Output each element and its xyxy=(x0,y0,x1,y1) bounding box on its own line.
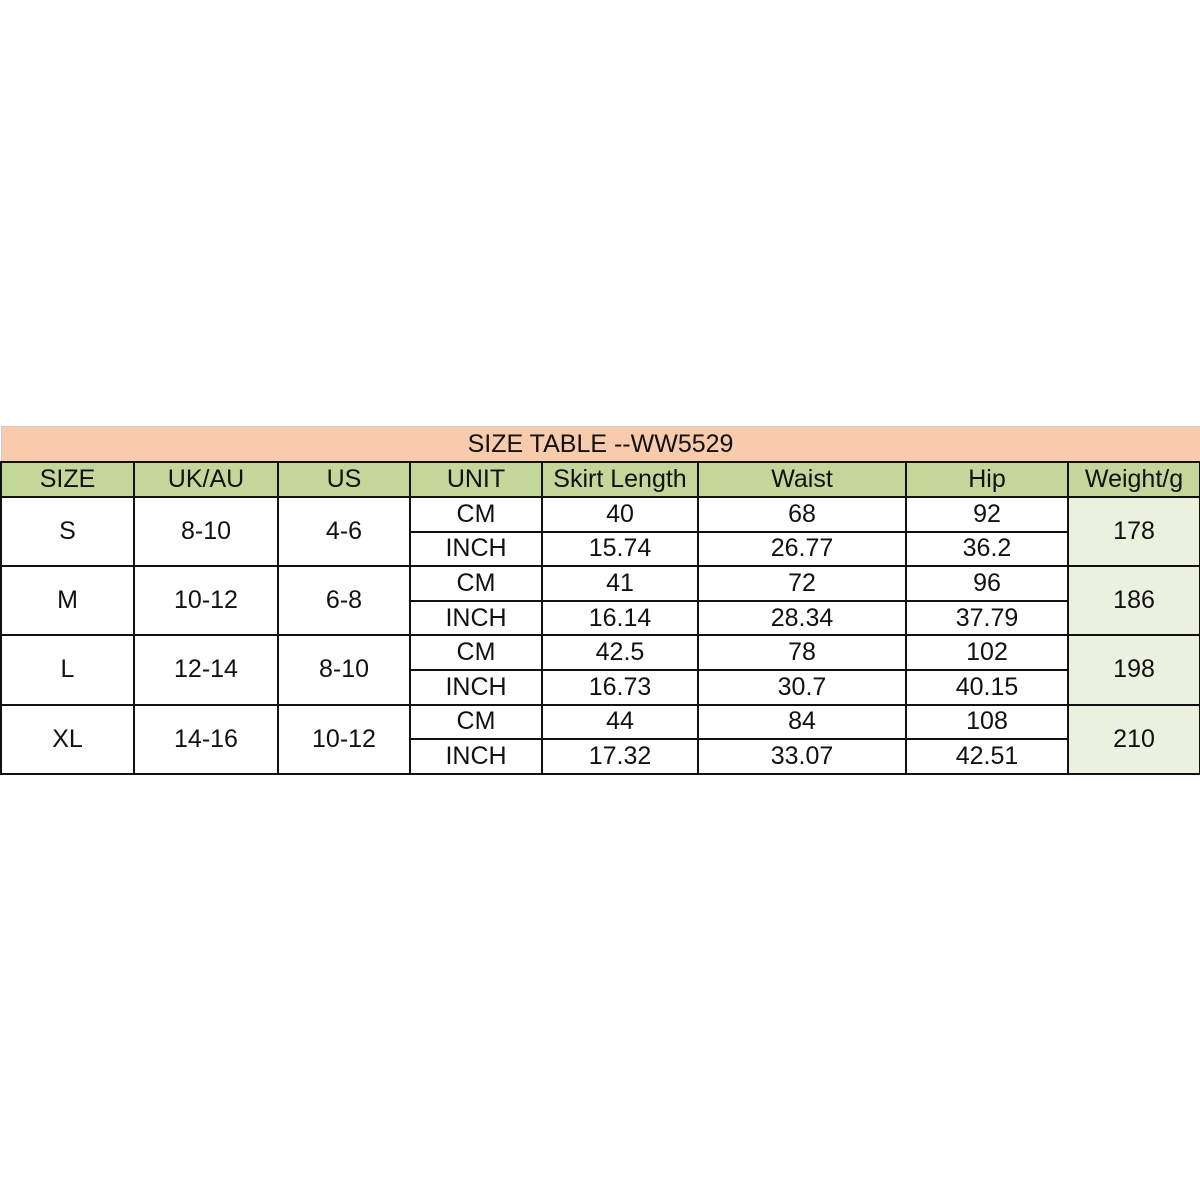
size-cell: XL xyxy=(0,703,135,775)
table-row: INCH 15.74 26.77 36.2 xyxy=(1,530,1200,568)
waist-cell: 72 xyxy=(697,565,907,602)
unit-cell: INCH xyxy=(409,738,543,775)
title-row: SIZE TABLE --WW5529 xyxy=(0,426,1200,463)
unit-cell: CM xyxy=(409,565,543,602)
hip-cell: 102 xyxy=(905,634,1069,671)
uk-au-cell: 8-10 xyxy=(133,495,279,568)
table-title: SIZE TABLE --WW5529 xyxy=(0,426,1200,463)
hip-cell: 37.79 xyxy=(905,599,1069,637)
unit-cell: INCH xyxy=(409,530,543,568)
weight-cell: 198 xyxy=(1066,634,1200,706)
uk-au-cell: 10-12 xyxy=(133,565,279,637)
hip-cell: 40.15 xyxy=(905,668,1069,706)
weight-cell: 178 xyxy=(1066,495,1200,568)
unit-cell: INCH xyxy=(409,668,543,706)
unit-cell: CM xyxy=(409,703,543,741)
waist-cell: 28.34 xyxy=(697,599,907,637)
header-waist: Waist xyxy=(697,461,907,498)
skirt-length-cell: 16.14 xyxy=(541,599,699,637)
table-row: L 12-14 8-10 CM 42.5 78 102 198 xyxy=(0,634,1200,706)
table-row: INCH 16.73 30.7 40.15 xyxy=(1,668,1200,706)
skirt-length-cell: 44 xyxy=(541,703,699,741)
weight-cell: 210 xyxy=(1066,703,1200,775)
us-cell: 8-10 xyxy=(277,634,411,706)
unit-cell: CM xyxy=(409,634,543,671)
waist-cell: 26.77 xyxy=(697,530,907,568)
us-cell: 6-8 xyxy=(277,565,411,637)
size-cell: M xyxy=(0,565,135,637)
skirt-length-cell: 40 xyxy=(541,496,699,533)
waist-cell: 84 xyxy=(697,703,907,741)
hip-cell: 42.51 xyxy=(905,738,1069,775)
header-size: SIZE xyxy=(0,461,135,498)
skirt-length-cell: 16.73 xyxy=(541,668,699,706)
table-row: S 8-10 4-6 CM 40 68 92 178 xyxy=(0,495,1200,568)
table-row: INCH 17.32 33.07 42.51 xyxy=(1,738,1200,775)
uk-au-cell: 14-16 xyxy=(133,703,279,775)
hip-cell: 92 xyxy=(905,496,1069,533)
skirt-length-cell: 41 xyxy=(541,565,699,602)
table-row: XL 14-16 10-12 CM 44 84 108 210 xyxy=(0,703,1200,775)
waist-cell: 68 xyxy=(697,496,907,533)
header-weight: Weight/g xyxy=(1066,461,1200,498)
waist-cell: 30.7 xyxy=(697,668,907,706)
us-cell: 10-12 xyxy=(277,703,411,775)
size-table: SIZE TABLE --WW5529 SIZE UK/AU US UNIT Skirt… xyxy=(0,426,1200,775)
header-us: US xyxy=(277,461,411,498)
skirt-length-cell: 42.5 xyxy=(541,634,699,671)
header-unit: UNIT xyxy=(409,461,543,498)
header-row: SIZE UK/AU US UNIT Skirt Length Waist Hip Weigh… xyxy=(0,461,1200,498)
size-cell: S xyxy=(0,495,135,568)
header-uk-au: UK/AU xyxy=(133,461,279,498)
hip-cell: 108 xyxy=(905,703,1069,741)
hip-cell: 36.2 xyxy=(905,530,1069,568)
us-cell: 4-6 xyxy=(277,495,411,568)
header-skirt-length: Skirt Length xyxy=(541,461,699,498)
waist-cell: 33.07 xyxy=(697,738,907,775)
uk-au-cell: 12-14 xyxy=(133,634,279,706)
unit-cell: CM xyxy=(409,496,543,533)
size-cell: L xyxy=(0,634,135,706)
unit-cell: INCH xyxy=(409,599,543,637)
table-row: INCH 16.14 28.34 37.79 xyxy=(1,599,1200,637)
header-hip: Hip xyxy=(905,461,1069,498)
skirt-length-cell: 15.74 xyxy=(541,530,699,568)
hip-cell: 96 xyxy=(905,565,1069,602)
table-row: M 10-12 6-8 CM 41 72 96 186 xyxy=(0,565,1200,637)
weight-cell: 186 xyxy=(1066,565,1200,637)
skirt-length-cell: 17.32 xyxy=(541,738,699,775)
waist-cell: 78 xyxy=(697,634,907,671)
